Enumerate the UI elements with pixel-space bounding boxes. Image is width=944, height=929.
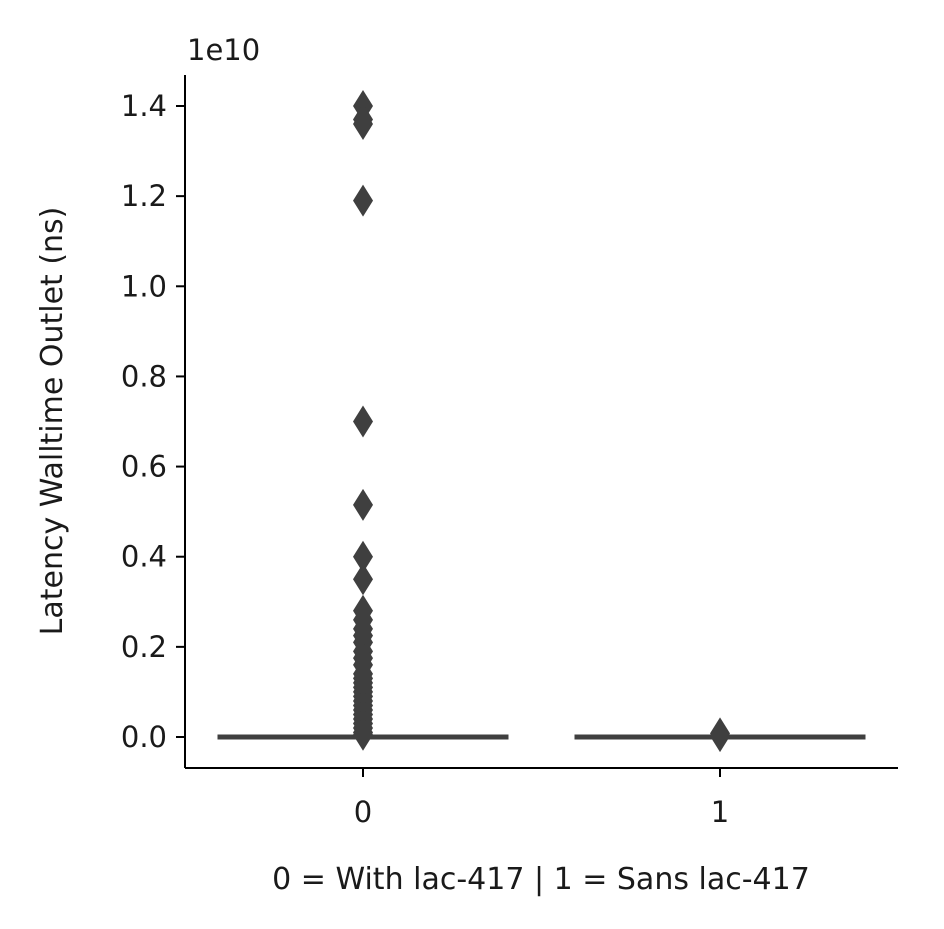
outlier-point (353, 718, 373, 751)
outlier-point (710, 720, 730, 753)
y-tick-label: 0.2 (121, 630, 167, 664)
outlier-point (353, 540, 373, 573)
outlier-point (353, 488, 373, 521)
outlier-point (353, 108, 373, 141)
outlier-point (353, 405, 373, 438)
x-axis-title: 0 = With lac-417 | 1 = Sans lac-417 (272, 862, 810, 897)
box-group-1 (574, 717, 866, 753)
y-tick-label: 0.4 (121, 540, 167, 574)
x-tick-label: 1 (711, 795, 729, 829)
boxes (217, 90, 866, 753)
y-tick-label: 0.8 (121, 359, 167, 393)
axes: 0.0 0.2 0.4 0.6 0.8 1.0 1.2 1.4 0 1 (121, 75, 898, 829)
x-tick-label: 0 (354, 795, 372, 829)
y-tick-label: 0.6 (121, 450, 167, 484)
y-axis-title: Latency Walltime Outlet (ns) (35, 207, 70, 636)
y-offset-label: 1e10 (187, 33, 260, 67)
y-tick-label: 1.2 (121, 179, 167, 213)
box-group-0 (217, 90, 509, 751)
y-tick-label: 1.0 (121, 269, 167, 303)
outlier-point (353, 563, 373, 596)
y-tick-label: 1.4 (121, 89, 167, 123)
outlier-point (353, 184, 373, 217)
y-tick-label: 0.0 (121, 720, 167, 754)
